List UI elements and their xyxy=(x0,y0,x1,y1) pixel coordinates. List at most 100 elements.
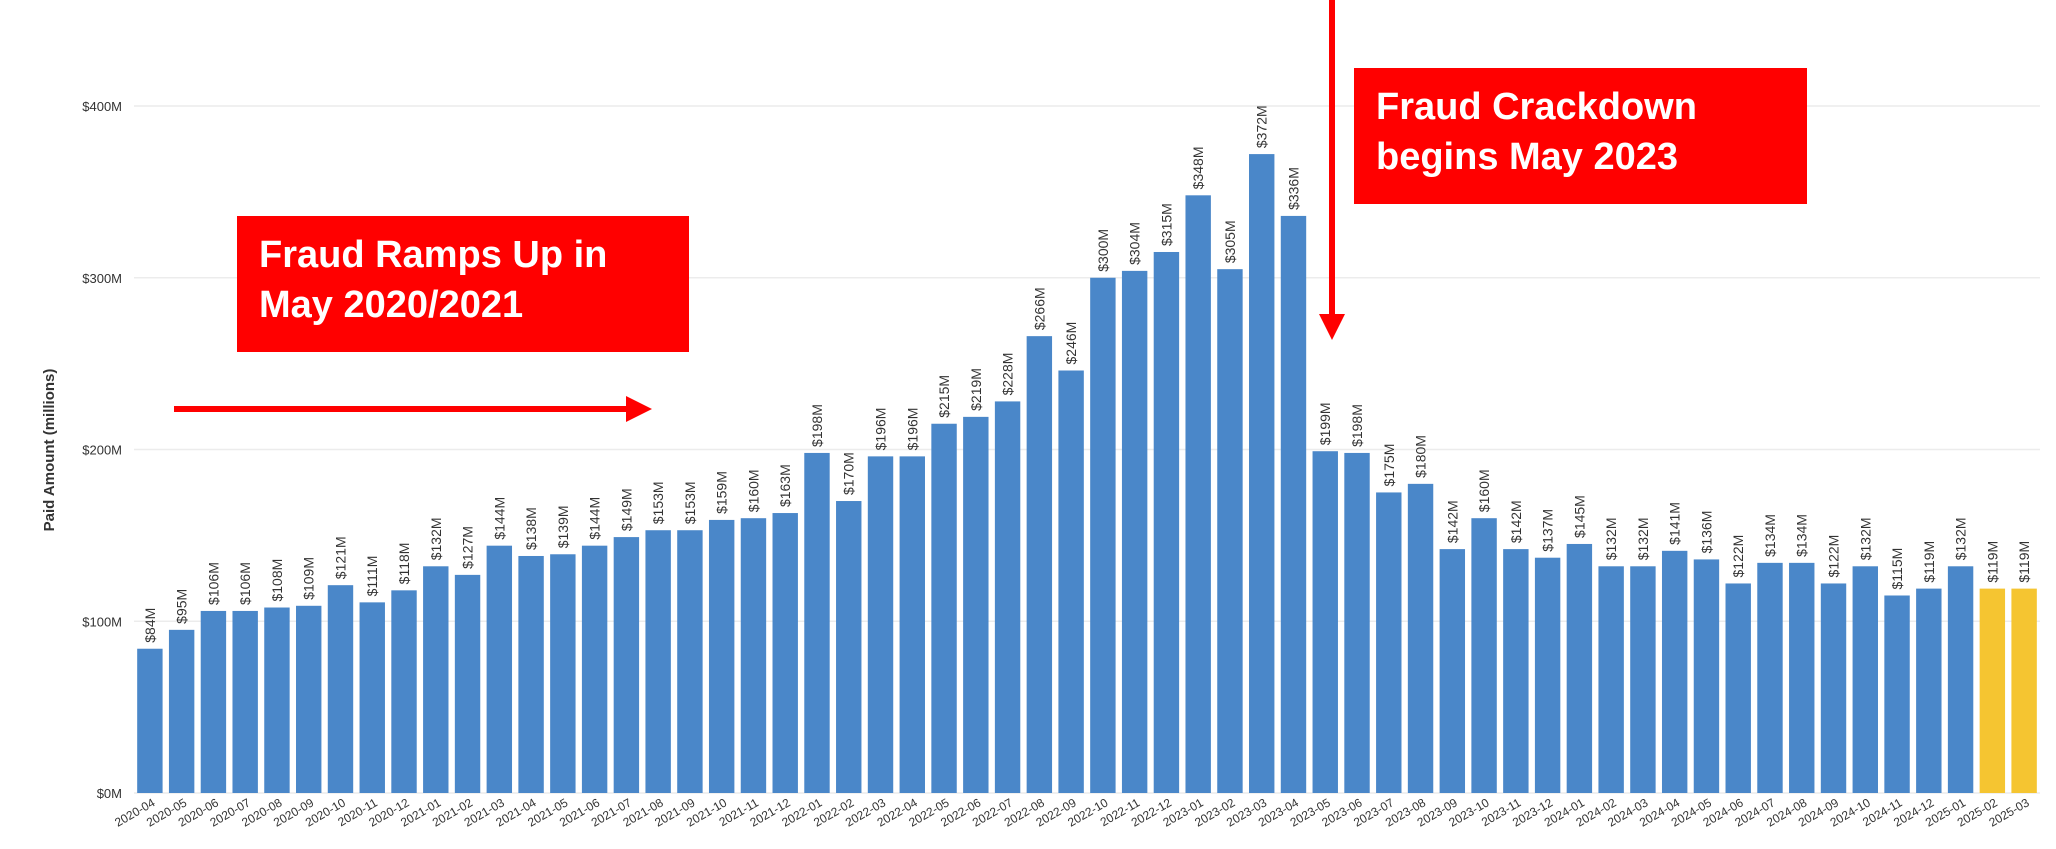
value-label: $122M xyxy=(1730,535,1746,578)
value-label: $300M xyxy=(1095,229,1111,272)
bar xyxy=(836,501,862,793)
value-label: $119M xyxy=(1921,541,1937,583)
value-label: $219M xyxy=(968,368,984,411)
bar xyxy=(1185,195,1211,793)
value-label: $228M xyxy=(1000,353,1016,396)
value-label: $106M xyxy=(205,562,221,605)
bar xyxy=(391,590,417,793)
bar xyxy=(264,607,290,793)
bar xyxy=(1376,492,1402,793)
value-label: $122M xyxy=(1826,535,1842,578)
bar xyxy=(1566,543,1593,793)
value-label: $136M xyxy=(1698,511,1714,554)
value-label: $153M xyxy=(650,481,666,524)
bar xyxy=(1407,483,1434,793)
bar xyxy=(486,545,513,793)
bar xyxy=(645,530,671,793)
y-tick-label: $400M xyxy=(82,99,122,114)
bar xyxy=(1471,518,1497,793)
value-label: $266M xyxy=(1031,287,1047,330)
value-label: $336M xyxy=(1285,167,1301,210)
bar xyxy=(931,423,957,793)
value-label: $315M xyxy=(1158,203,1174,246)
bar xyxy=(1249,154,1275,794)
bar xyxy=(740,518,767,793)
value-label: $215M xyxy=(936,375,952,418)
value-label: $372M xyxy=(1254,105,1270,148)
bar xyxy=(867,456,894,793)
bar xyxy=(1947,566,1974,793)
value-label: $153M xyxy=(682,481,698,524)
value-label: $141M xyxy=(1667,502,1683,545)
value-label: $163M xyxy=(777,464,793,507)
bar xyxy=(1725,583,1751,793)
arrow-head xyxy=(626,396,652,422)
value-label: $142M xyxy=(1444,500,1460,543)
bar xyxy=(1820,583,1847,793)
bar xyxy=(2011,588,2037,793)
value-label: $175M xyxy=(1381,444,1397,487)
value-label: $199M xyxy=(1317,402,1333,445)
bar xyxy=(1217,269,1243,794)
value-label: $305M xyxy=(1222,220,1238,263)
bar xyxy=(1058,370,1084,793)
bar xyxy=(296,605,322,793)
value-label: $118M xyxy=(396,543,412,585)
bar xyxy=(168,629,195,793)
value-label: $304M xyxy=(1127,222,1143,265)
value-label: $138M xyxy=(523,507,539,550)
bar xyxy=(1661,550,1688,793)
value-label: $144M xyxy=(491,497,507,540)
value-label: $121M xyxy=(332,536,348,579)
value-label: $160M xyxy=(1476,469,1492,512)
bar xyxy=(1630,566,1656,793)
value-label: $160M xyxy=(745,469,761,512)
value-label: $119M xyxy=(2016,541,2032,583)
bar xyxy=(232,610,258,793)
value-label: $198M xyxy=(809,404,825,447)
annotation: Fraud Ramps Up in May 2020/2021 xyxy=(237,216,689,352)
value-label: $137M xyxy=(1540,509,1556,552)
value-label: $111M xyxy=(364,556,380,597)
bar xyxy=(454,574,481,793)
value-label: $115M xyxy=(1889,548,1905,590)
value-label: $127M xyxy=(460,526,476,569)
annotation: Fraud Crackdown begins May 2023 xyxy=(1354,68,1807,204)
bar xyxy=(1312,451,1338,793)
y-tick-label: $0M xyxy=(97,786,122,801)
bar xyxy=(1280,215,1307,794)
value-label: $108M xyxy=(269,559,285,602)
bar xyxy=(1916,588,1942,793)
value-label: $109M xyxy=(301,557,317,600)
bar xyxy=(550,554,576,793)
bar xyxy=(1757,562,1783,793)
value-label: $145M xyxy=(1571,495,1587,538)
value-label: $139M xyxy=(555,505,571,548)
bar xyxy=(1693,559,1720,793)
bar xyxy=(613,537,640,793)
bar xyxy=(1852,566,1878,793)
bar xyxy=(804,452,830,793)
arrow-head xyxy=(1319,314,1345,340)
y-tick-label: $100M xyxy=(82,614,122,629)
bar xyxy=(677,530,703,793)
value-label: $196M xyxy=(904,408,920,451)
value-label: $149M xyxy=(618,488,634,531)
bar xyxy=(1789,562,1815,793)
bar xyxy=(1503,549,1529,793)
value-label: $119M xyxy=(1984,541,2000,583)
bar xyxy=(772,513,798,793)
value-label: $170M xyxy=(841,452,857,495)
bar xyxy=(581,545,608,793)
bar xyxy=(963,416,989,793)
value-label: $84M xyxy=(142,608,158,643)
bar xyxy=(327,585,354,793)
bar xyxy=(1153,251,1180,794)
value-label: $246M xyxy=(1063,322,1079,365)
bar xyxy=(1121,270,1148,793)
value-label: $198M xyxy=(1349,404,1365,447)
value-label: $132M xyxy=(1603,517,1619,560)
bar xyxy=(518,555,544,793)
value-label: $132M xyxy=(1635,517,1651,560)
